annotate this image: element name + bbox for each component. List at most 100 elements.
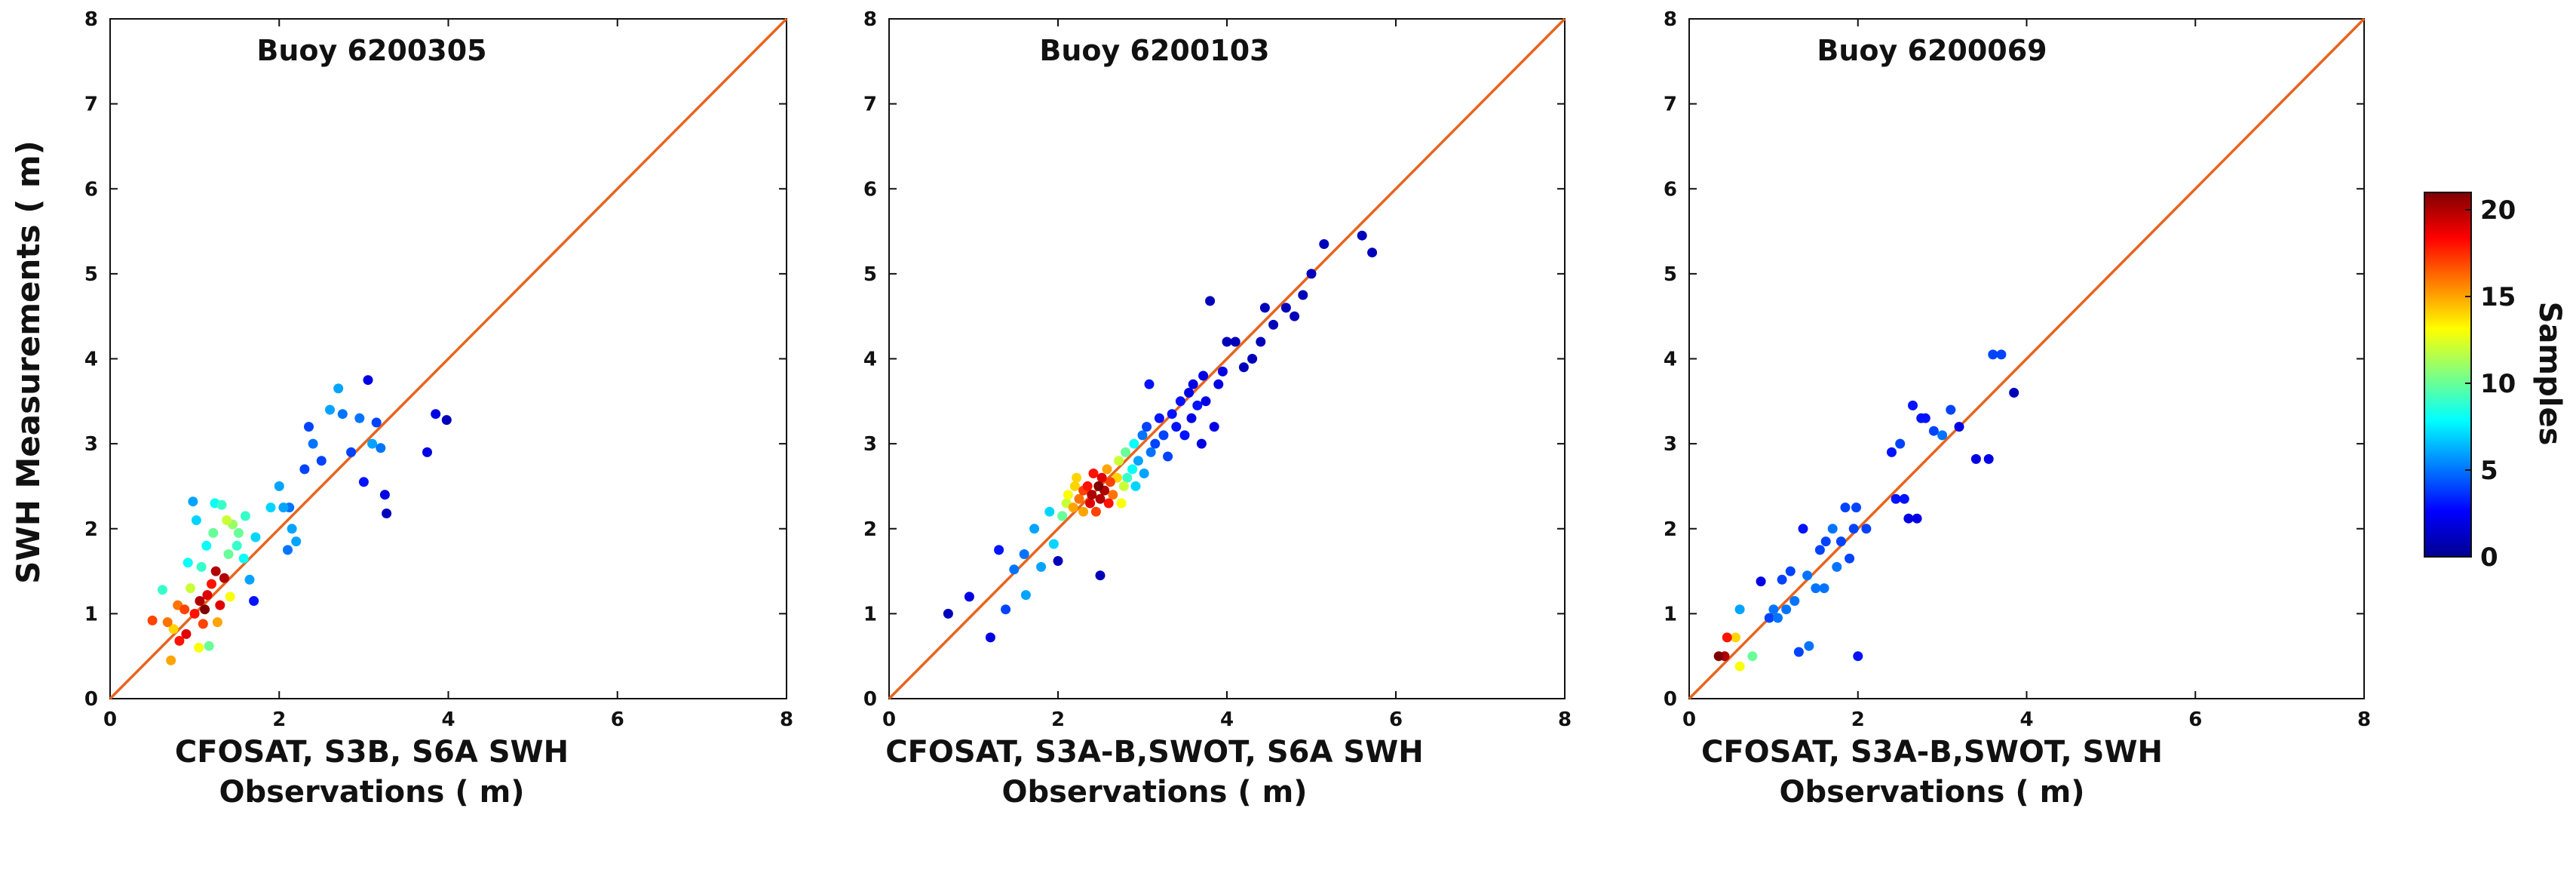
y-tick-label: 2: [84, 518, 98, 541]
data-point: [219, 573, 229, 583]
data-point: [1298, 290, 1308, 300]
data-point: [1319, 239, 1329, 249]
y-tick-label: 6: [84, 178, 98, 201]
data-point: [1095, 570, 1106, 581]
data-point: [1230, 337, 1240, 347]
y-tick-label: 4: [1664, 349, 1677, 371]
data-point: [233, 527, 244, 538]
data-point: [210, 566, 221, 576]
data-point: [1102, 464, 1112, 475]
x-axis-label-line2: Observations ( m): [219, 775, 524, 810]
data-point: [1009, 564, 1020, 575]
data-point: [1186, 413, 1197, 423]
data-point: [1179, 430, 1190, 441]
y-tick-label: 6: [1664, 178, 1677, 201]
y-tick-label: 3: [863, 433, 877, 456]
data-point: [1019, 549, 1029, 559]
data-point: [278, 502, 289, 513]
y-tick-label: 8: [1664, 8, 1677, 31]
x-tick-label: 6: [1389, 708, 1403, 731]
data-point: [1158, 430, 1169, 441]
data-point: [1087, 490, 1097, 500]
data-point: [964, 592, 974, 602]
data-point: [1848, 524, 1859, 534]
data-point: [1198, 370, 1209, 381]
x-tick-label: 4: [1220, 708, 1234, 731]
data-point: [1114, 456, 1124, 466]
y-tick-label: 2: [1664, 518, 1677, 541]
identity-line: [888, 17, 1566, 700]
data-point: [1777, 574, 1787, 585]
data-point: [195, 596, 205, 606]
scatter-panel-buoy-6200103: Buoy 6200103 CFOSAT, S3A-B,SWOT, S6A SWH…: [863, 8, 1572, 810]
y-tick-label: 7: [84, 94, 98, 116]
data-point: [1747, 651, 1758, 662]
y-tick-label: 2: [863, 518, 877, 541]
panel-title: Buoy 6200103: [1039, 34, 1269, 67]
y-tick-label: 6: [863, 178, 877, 201]
x-tick-label: 6: [611, 708, 624, 731]
colorbar-tick-label: 5: [2480, 456, 2498, 486]
data-point: [1057, 511, 1068, 521]
data-point: [162, 617, 173, 628]
y-tick-label: 4: [84, 349, 98, 371]
data-point: [1887, 447, 1897, 457]
data-point: [1840, 502, 1851, 513]
data-point: [1044, 506, 1055, 517]
data-point: [208, 527, 219, 538]
data-point: [1130, 481, 1141, 491]
data-point: [1088, 469, 1099, 478]
data-point: [1861, 524, 1872, 534]
data-point: [363, 375, 373, 386]
y-tick-label: 1: [863, 603, 877, 625]
data-point: [174, 635, 185, 646]
data-point: [1082, 481, 1093, 491]
data-point: [196, 561, 207, 572]
colorbar-gradient: [2424, 192, 2472, 558]
scatter-panel-buoy-6200305: Buoy 6200305 CFOSAT, S3B, S6A SWH Observ…: [84, 8, 793, 810]
data-point: [198, 619, 208, 629]
data-point: [1970, 453, 1981, 464]
data-point: [1139, 469, 1149, 478]
x-tick-label: 4: [441, 708, 455, 731]
data-point: [1802, 570, 1813, 581]
data-point: [1154, 413, 1164, 423]
colorbar-tick-label: 15: [2480, 282, 2516, 312]
data-point: [379, 490, 390, 500]
data-point: [943, 608, 953, 619]
data-point: [985, 632, 995, 643]
data-point: [1306, 269, 1317, 279]
data-point: [223, 549, 234, 559]
data-point: [158, 585, 167, 595]
data-point: [1036, 561, 1047, 572]
x-tick-label: 8: [780, 708, 793, 731]
data-point: [1127, 464, 1138, 475]
data-point: [1142, 422, 1152, 432]
data-point: [1137, 430, 1148, 441]
data-point: [1268, 319, 1279, 330]
data-point: [1773, 613, 1783, 623]
y-tick-label: 5: [84, 263, 98, 286]
data-point: [202, 590, 213, 601]
data-point: [1819, 583, 1829, 594]
data-point: [1145, 447, 1156, 457]
data-point: [1804, 641, 1814, 651]
x-tick-label: 6: [2188, 708, 2202, 731]
data-point: [1171, 422, 1182, 432]
data-point: [1121, 447, 1131, 457]
data-point: [1920, 413, 1930, 423]
data-point: [291, 536, 302, 547]
data-point: [1954, 422, 1964, 432]
data-point: [1184, 388, 1194, 398]
data-point: [194, 642, 204, 653]
data-point: [304, 422, 314, 432]
colorbar-label: Samples: [2532, 302, 2567, 446]
data-point: [1713, 651, 1724, 662]
colorbar-tick-label: 20: [2480, 195, 2516, 226]
data-point: [1734, 661, 1745, 671]
data-point: [250, 532, 261, 542]
data-point: [1722, 632, 1732, 643]
data-point: [337, 409, 348, 419]
data-point: [1108, 490, 1118, 500]
